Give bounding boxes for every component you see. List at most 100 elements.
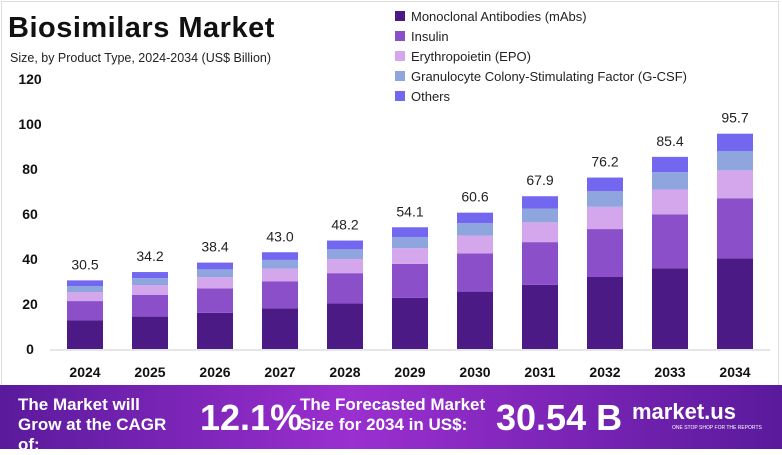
bar-segment <box>652 172 688 190</box>
bar-segment <box>457 235 493 254</box>
bar-segment <box>197 269 233 278</box>
bar-segment <box>652 214 688 269</box>
bar-total-label: 30.5 <box>71 256 98 272</box>
bar-total-label: 48.2 <box>331 217 358 233</box>
y-tick-label: 0 <box>26 341 34 357</box>
bar-segment <box>327 303 363 349</box>
bar-segment <box>262 281 298 309</box>
legend-item: Others <box>395 86 687 106</box>
y-tick-label: 100 <box>18 116 42 132</box>
bar-segment <box>262 259 298 269</box>
bar-segment <box>522 222 558 243</box>
bar-total-label: 43.0 <box>266 228 293 244</box>
chart-subtitle: Size, by Product Type, 2024-2034 (US$ Bi… <box>10 51 272 65</box>
bar-segment <box>327 240 363 250</box>
legend-item: Erythropoietin (EPO) <box>395 46 687 66</box>
bar-segment <box>392 248 428 264</box>
bar-segment <box>587 277 623 349</box>
bar-total-label: 54.1 <box>396 203 423 219</box>
market-us-logo: market.us <box>632 399 736 424</box>
summary-banner: The Market will Grow at the CAGR of: 12.… <box>0 385 782 454</box>
bar-segment <box>717 198 753 259</box>
bar-segment <box>132 272 168 279</box>
x-tick-label: 2031 <box>524 364 555 380</box>
cagr-label: The Market will Grow at the CAGR of: <box>18 395 167 454</box>
bar-total-label: 67.9 <box>526 172 553 188</box>
bar-segment <box>587 177 623 192</box>
bar-segment <box>457 212 493 224</box>
bar-segment <box>652 156 688 173</box>
logo-tagline: ONE STOP SHOP FOR THE REPORTS <box>672 425 762 431</box>
y-tick-label: 40 <box>22 251 38 267</box>
x-tick-label: 2028 <box>329 364 360 380</box>
bar-segment <box>67 320 103 349</box>
bar-segment <box>717 133 753 151</box>
bar-segment <box>392 263 428 298</box>
bar-segment <box>587 206 623 230</box>
x-tick-label: 2033 <box>654 364 685 380</box>
x-tick-label: 2029 <box>394 364 425 380</box>
bar-segment <box>717 151 753 171</box>
legend: Monoclonal Antibodies (mAbs) Insulin Eryth… <box>395 6 687 106</box>
bar-segment <box>67 301 103 321</box>
bar-segment <box>197 262 233 270</box>
bar-segment <box>132 278 168 286</box>
bar-segment <box>652 268 688 349</box>
chart-plot: 0 20 40 60 80 100 120 30.5 2024 34.2 2025 38.4 2026 4… <box>18 71 770 380</box>
bar-segment <box>132 316 168 349</box>
legend-swatch <box>395 51 405 61</box>
bar-segment <box>717 170 753 199</box>
bar-segment <box>717 258 753 349</box>
cagr-value: 12.1% <box>200 397 303 438</box>
forecast-value: 30.54 B <box>496 397 623 438</box>
bar-segment <box>197 277 233 289</box>
bar-segment <box>522 284 558 349</box>
legend-label: Monoclonal Antibodies (mAbs) <box>411 8 587 24</box>
bar-segment <box>522 196 558 209</box>
y-tick-label: 120 <box>18 71 42 87</box>
legend-swatch <box>395 91 405 101</box>
bar-segment <box>457 223 493 236</box>
bar-segment <box>327 249 363 259</box>
bar-segment <box>522 208 558 223</box>
bar-segment <box>132 295 168 317</box>
bar-segment <box>67 292 103 302</box>
legend-item: Insulin <box>395 26 687 46</box>
bar-segment <box>457 291 493 349</box>
bar-segment <box>587 191 623 207</box>
bar-segment <box>262 268 298 282</box>
bar-total-label: 76.2 <box>591 154 618 170</box>
bar-segment <box>457 253 493 292</box>
x-tick-label: 2026 <box>199 364 230 380</box>
bar-segment <box>327 273 363 304</box>
bar-segment <box>67 286 103 293</box>
bar-segment <box>197 312 233 349</box>
y-tick-label: 60 <box>22 206 38 222</box>
bar-segment <box>392 227 428 238</box>
x-tick-label: 2024 <box>69 364 100 380</box>
forecast-label: The Forecasted Market Size for 2034 in U… <box>300 395 486 434</box>
legend-item: Granulocyte Colony-Stimulating Factor (G… <box>395 66 687 86</box>
bar-segment <box>652 189 688 215</box>
bar-segment <box>587 229 623 277</box>
bar-segment <box>392 297 428 349</box>
bar-segment <box>262 252 298 260</box>
bar-segment <box>392 237 428 249</box>
legend-swatch <box>395 11 405 21</box>
x-tick-label: 2025 <box>134 364 165 380</box>
bar-total-label: 95.7 <box>721 110 748 126</box>
bar-total-label: 85.4 <box>656 133 683 149</box>
x-tick-label: 2034 <box>719 364 750 380</box>
x-tick-label: 2030 <box>459 364 490 380</box>
bar-segment <box>327 259 363 274</box>
legend-label: Erythropoietin (EPO) <box>411 48 531 64</box>
chart-title: Biosimilars Market <box>8 12 275 44</box>
bar-total-label: 34.2 <box>136 248 163 264</box>
legend-label: Others <box>411 88 451 104</box>
legend-label: Insulin <box>411 28 449 44</box>
legend-swatch <box>395 71 405 81</box>
legend-item: Monoclonal Antibodies (mAbs) <box>395 6 687 26</box>
bar-segment <box>197 288 233 313</box>
bar-segment <box>67 280 103 286</box>
legend-swatch <box>395 31 405 41</box>
